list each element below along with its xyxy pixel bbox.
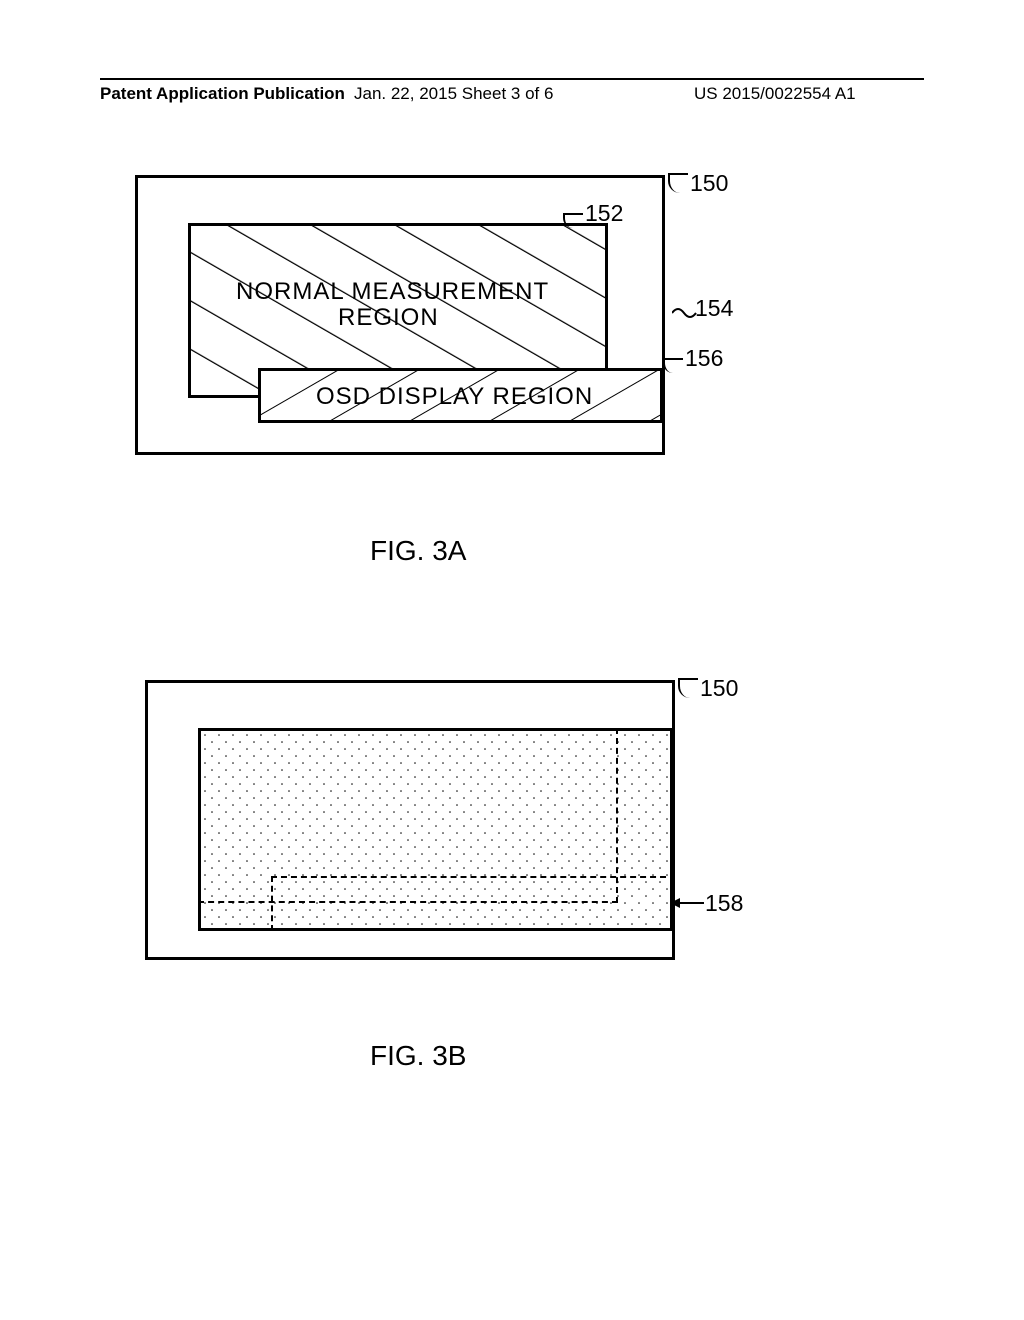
ref-label-156: 156: [685, 345, 723, 372]
figure-3a-caption: FIG. 3A: [370, 535, 466, 567]
header-rule: [100, 78, 924, 80]
leader-156-icon: [663, 358, 683, 373]
header-right: US 2015/0022554 A1: [694, 84, 856, 104]
osd-region-label: OSD DISPLAY REGION: [316, 383, 593, 411]
figure-3b-caption: FIG. 3B: [370, 1040, 466, 1072]
ref-label-152: 152: [585, 200, 623, 227]
header-left: Patent Application Publication: [100, 84, 345, 104]
figure-3a: NORMAL MEASUREMENT REGION OSD DISPLAY RE…: [135, 175, 715, 495]
osd-display-region: OSD DISPLAY REGION: [258, 368, 663, 423]
dashed-osd-region: [271, 876, 673, 931]
leader-158-arrow-icon: [672, 902, 704, 904]
normal-region-label-2: REGION: [338, 304, 439, 332]
measurement-region-3b: [198, 728, 673, 931]
leader-152-icon: [563, 213, 583, 228]
header-center: Jan. 22, 2015 Sheet 3 of 6: [354, 84, 553, 104]
ref-label-158: 158: [705, 890, 743, 917]
leader-150-3b-icon: [678, 678, 698, 698]
ref-label-150-3a: 150: [690, 170, 728, 197]
leader-154-icon: [672, 305, 697, 320]
normal-region-label-1: NORMAL MEASUREMENT: [236, 278, 549, 306]
ref-label-150-3b: 150: [700, 675, 738, 702]
display-outer-box-3b: [145, 680, 675, 960]
ref-label-154: 154: [695, 295, 733, 322]
figure-3b: 150 158: [145, 680, 725, 1000]
leader-150-3a-icon: [668, 173, 688, 193]
